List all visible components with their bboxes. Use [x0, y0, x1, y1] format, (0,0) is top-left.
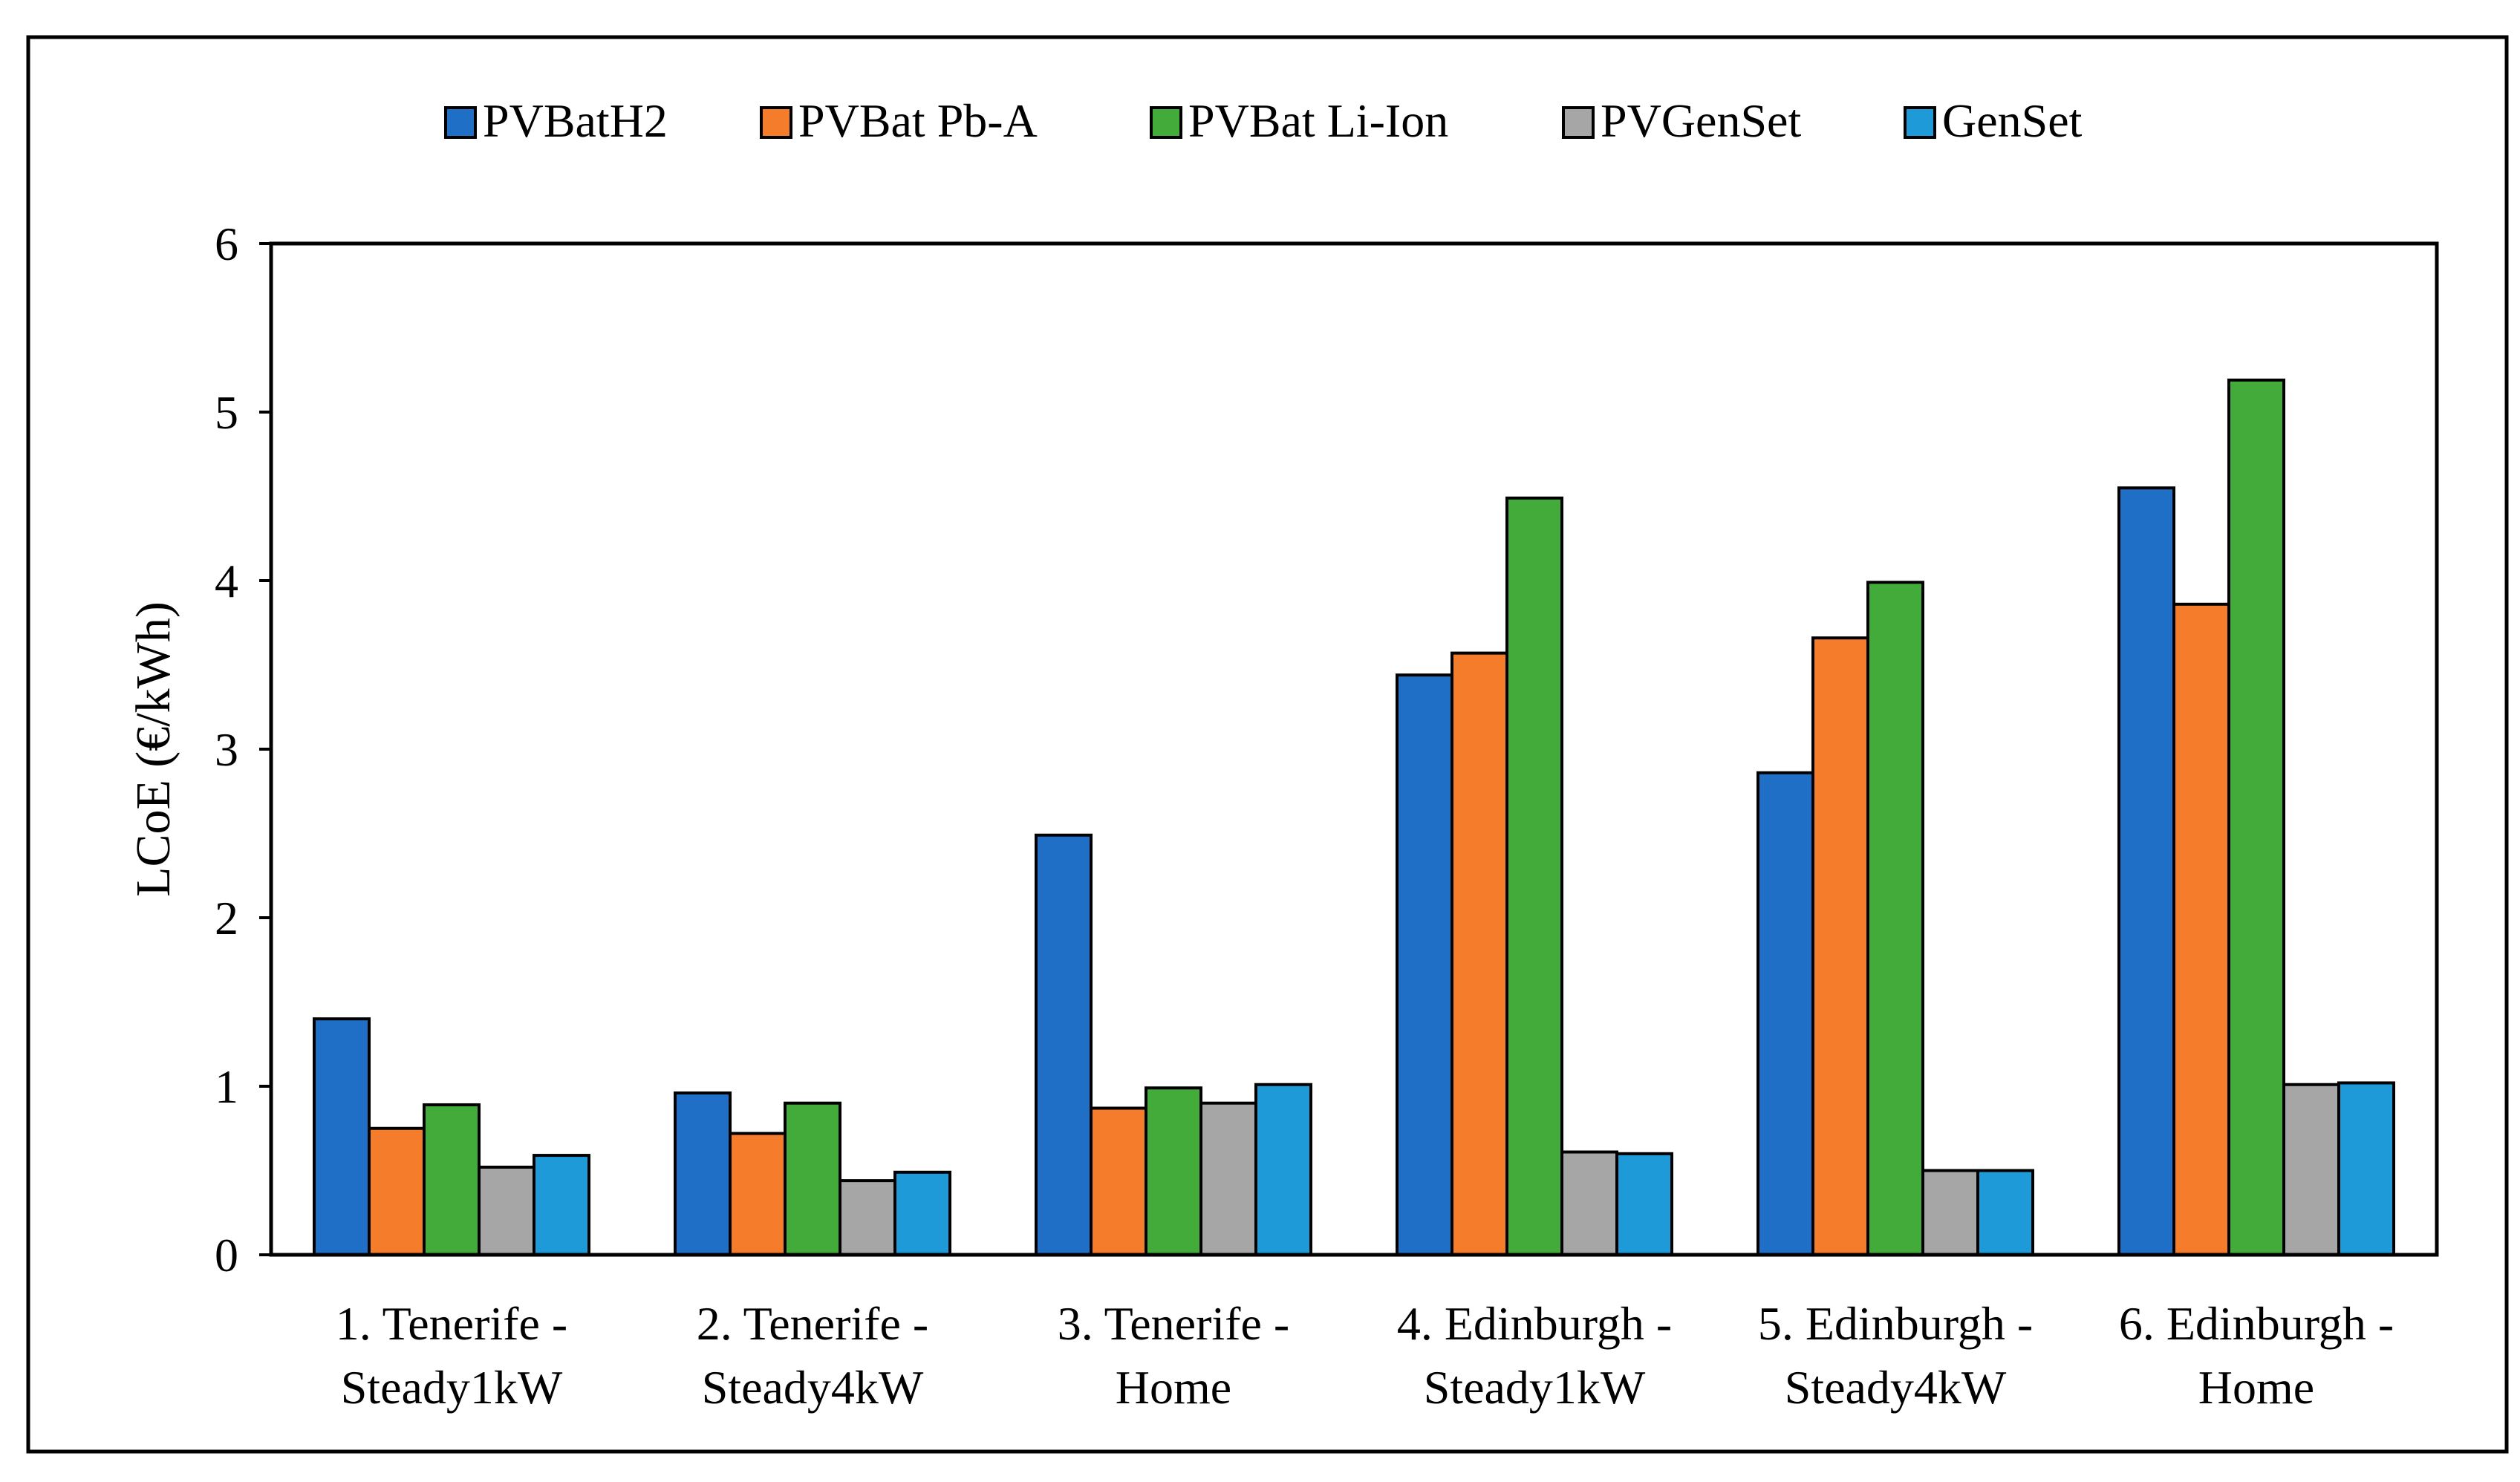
legend-swatch-pvgenset [1562, 106, 1595, 139]
bar-genset-2 [893, 1170, 951, 1257]
bar-pvgenset-5 [1921, 1169, 1979, 1256]
y-tick-label: 2 [215, 892, 238, 944]
x-category-label: Home [1116, 1361, 1231, 1414]
bar-genset-3 [1254, 1083, 1312, 1256]
bar-genset-1 [533, 1154, 590, 1256]
bar-pvbath2-5 [1756, 771, 1814, 1256]
legend-label-pvbat-li-ion: PVBat Li-Ion [1188, 94, 1448, 147]
bar-pvgenset-4 [1560, 1150, 1618, 1257]
legend-swatch-pvbath2 [444, 106, 477, 139]
legend-label-pvgenset: PVGenSet [1601, 94, 1801, 147]
x-category-label: Steady4kW [1785, 1361, 2007, 1414]
y-tick-label: 5 [215, 386, 238, 439]
x-category-label: Home [2198, 1361, 2314, 1414]
bar-pvbat-li-ion-3 [1145, 1086, 1202, 1257]
legend: PVBatH2 PVBat Pb-A PVBat Li-Ion PVGenSet Gen… [444, 94, 2083, 147]
y-axis-label: LCoE (€/kWh) [126, 601, 180, 897]
legend-label-pvbath2: PVBatH2 [483, 94, 668, 147]
bar-pvbat-pb-a-6 [2172, 602, 2230, 1256]
bar-pvbat-pb-a-5 [1811, 636, 1869, 1256]
bar-pvbat-pb-a-3 [1090, 1106, 1147, 1257]
legend-label-genset: GenSet [1942, 94, 2083, 147]
x-category-label: 5. Edinburgh - [1758, 1297, 2033, 1350]
y-tick-label: 1 [215, 1060, 238, 1113]
legend-swatch-pvbat-pb-a [760, 106, 792, 139]
bar-pvgenset-2 [839, 1179, 896, 1256]
x-axis: 1. Tenerife - Steady1kW 2. Tenerife - Stead… [336, 1297, 2394, 1414]
bar-pvbat-li-ion-4 [1505, 496, 1563, 1256]
bar-pvbat-pb-a-1 [368, 1126, 426, 1256]
bar-pvbat-li-ion-6 [2227, 378, 2285, 1256]
x-category-label: 2. Tenerife - [697, 1297, 928, 1350]
bar-pvbath2-6 [2117, 486, 2175, 1256]
x-category-label: 1. Tenerife - [336, 1297, 567, 1350]
x-category-label: Steady4kW [702, 1361, 924, 1414]
bars-group [313, 378, 2395, 1257]
x-category-label: 3. Tenerife - [1058, 1297, 1289, 1350]
x-category-label: Steady1kW [341, 1361, 563, 1414]
y-tick-label: 6 [215, 218, 238, 270]
legend-swatch-pvbat-li-ion [1150, 106, 1182, 139]
bar-pvgenset-1 [478, 1165, 535, 1256]
bar-pvbat-li-ion-5 [1866, 581, 1924, 1256]
legend-swatch-genset [1904, 106, 1936, 139]
bar-pvgenset-6 [2282, 1083, 2340, 1256]
bar-genset-6 [2337, 1081, 2395, 1256]
bar-genset-4 [1615, 1152, 1673, 1257]
y-tick-label: 0 [215, 1229, 238, 1282]
bar-pvbath2-2 [674, 1091, 732, 1256]
legend-label-pvbat-pb-a: PVBat Pb-A [798, 94, 1038, 147]
x-category-label: 4. Edinburgh - [1397, 1297, 1672, 1350]
bar-pvbath2-4 [1396, 673, 1453, 1256]
x-category-label: Steady1kW [1424, 1361, 1646, 1414]
bar-pvbat-pb-a-2 [729, 1132, 787, 1257]
bar-pvbath2-1 [313, 1017, 371, 1256]
y-axis: 0 1 2 3 4 5 6 [215, 218, 271, 1282]
x-category-label: 6. Edinburgh - [2119, 1297, 2394, 1350]
bar-pvbat-li-ion-2 [784, 1101, 841, 1256]
y-tick-label: 3 [215, 723, 238, 776]
bar-genset-5 [1976, 1169, 2034, 1256]
bar-pvbat-pb-a-4 [1451, 651, 1508, 1256]
y-tick-label: 4 [215, 555, 238, 607]
bar-pvbath2-3 [1035, 833, 1093, 1256]
bar-pvbat-li-ion-1 [423, 1103, 481, 1256]
bar-pvgenset-3 [1199, 1101, 1257, 1256]
